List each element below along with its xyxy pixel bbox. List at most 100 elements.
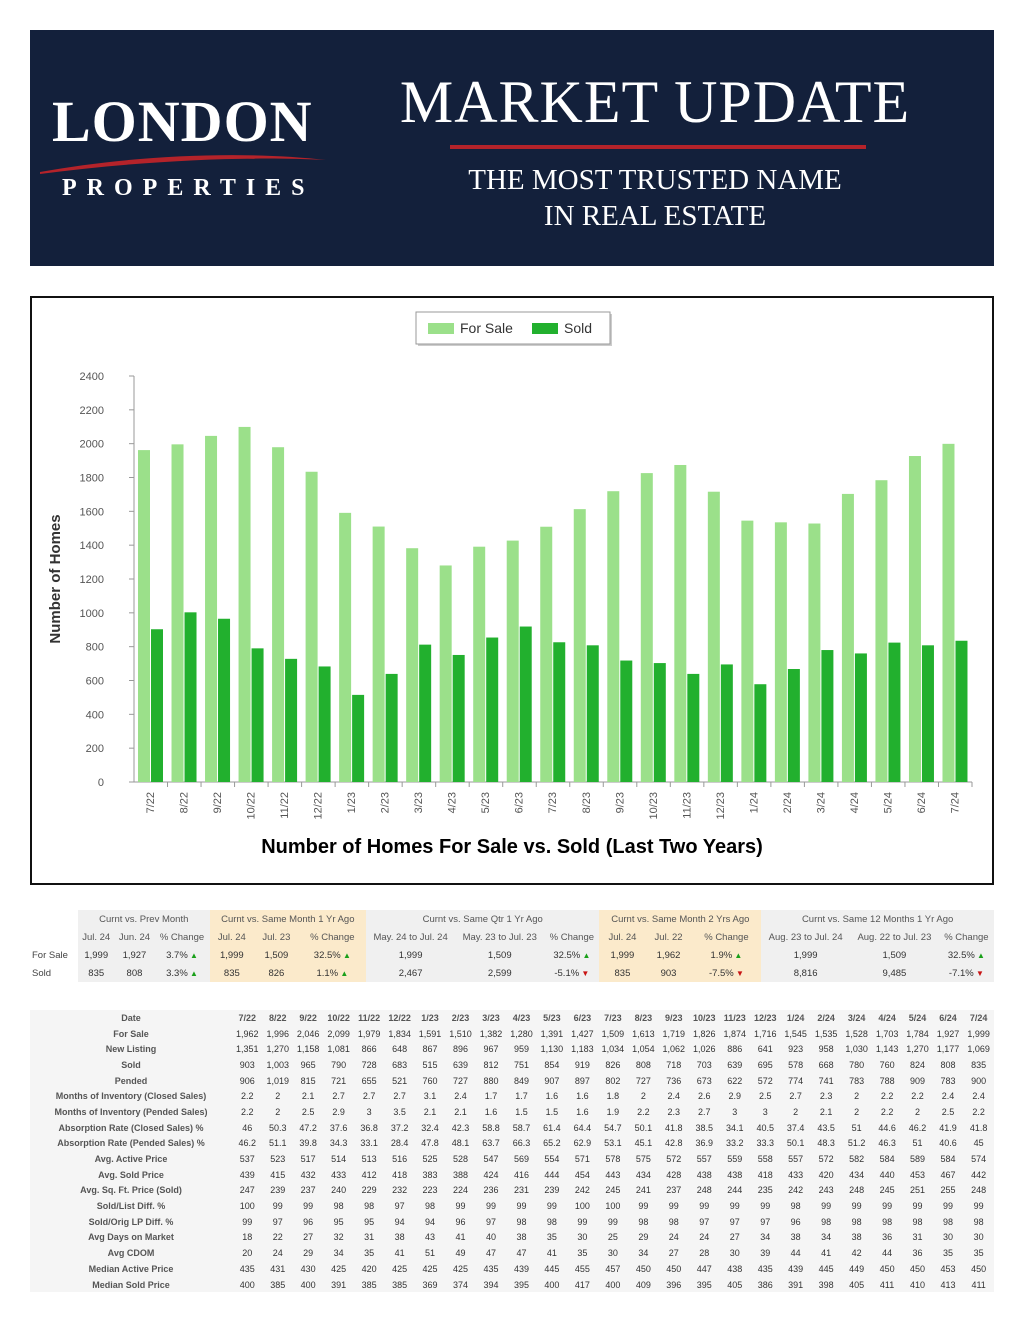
- bar-for-sale: [205, 435, 218, 782]
- table-cell: 44.6: [878, 1122, 896, 1133]
- table-cell: 36: [912, 1248, 923, 1259]
- table-cell: 42.3: [451, 1122, 470, 1133]
- table-cell: 909: [910, 1075, 926, 1086]
- table-cell: 903: [239, 1059, 255, 1070]
- table-cell: 50.1: [786, 1138, 805, 1149]
- table-cell: 38.5: [695, 1122, 714, 1133]
- bar-sold: [921, 645, 934, 782]
- table-cell: 1,962: [235, 1028, 259, 1039]
- table-cell: 35: [577, 1248, 588, 1259]
- table-cell: 45: [973, 1138, 984, 1149]
- date-header-cell: 1/23: [421, 1012, 439, 1023]
- table-cell: 2.2: [880, 1106, 894, 1117]
- table-cell: 537: [239, 1154, 255, 1165]
- bar-sold: [184, 612, 197, 782]
- table-cell: 445: [818, 1263, 834, 1274]
- table-cell: 58.7: [512, 1122, 531, 1133]
- table-cell: 46.2: [908, 1122, 927, 1133]
- table-cell: 383: [422, 1169, 438, 1180]
- table-cell: 53.1: [604, 1138, 622, 1149]
- table-cell: 1,979: [357, 1028, 381, 1039]
- table-cell: 897: [574, 1075, 590, 1086]
- table-cell: 808: [940, 1059, 956, 1070]
- table-cell: 1,054: [632, 1044, 655, 1055]
- table-cell: 39: [760, 1248, 771, 1259]
- table-cell: 1,019: [266, 1075, 289, 1086]
- table-cell: 3: [732, 1106, 738, 1117]
- bar-sold: [151, 629, 163, 782]
- table-cell: 1.5: [545, 1106, 559, 1117]
- bar-for-sale: [372, 526, 385, 782]
- table-cell: 99: [242, 1216, 253, 1227]
- x-tick-label: 5/24: [882, 792, 894, 813]
- bar-sold: [385, 673, 398, 782]
- group-header: Curnt vs. Prev Month: [78, 910, 210, 928]
- date-header-cell: 6/23: [573, 1012, 592, 1023]
- table-cell: 1,613: [632, 1028, 655, 1039]
- table-cell: 523: [270, 1154, 286, 1165]
- table-cell: 438: [727, 1263, 743, 1274]
- table-cell: 94: [394, 1216, 405, 1227]
- table-cell: 578: [605, 1154, 621, 1165]
- table-cell: 229: [361, 1185, 377, 1196]
- bar-for-sale: [808, 523, 821, 782]
- value-cell: 1,509: [850, 946, 939, 964]
- bar-chart: 0 200 400 600 800 1000 1200 1400 1600 1800 2000 220…: [47, 311, 973, 820]
- monthly-stats-table: Date 7/22 8/22 9/22 10/22 11/22 12/22 1/23 2/23 3…: [30, 1010, 994, 1293]
- column-header: % Change: [298, 928, 367, 946]
- arrow-down-icon: ▼: [733, 968, 744, 978]
- y-tick-label: 1000: [80, 608, 104, 620]
- percent-change-cell: -7.5% ▼: [691, 964, 762, 982]
- x-tick-label: 6/23: [514, 792, 526, 813]
- table-cell: 41.9: [939, 1122, 957, 1133]
- table-cell: 240: [331, 1185, 347, 1196]
- bar-for-sale: [506, 540, 519, 782]
- table-cell: 2.2: [240, 1091, 254, 1102]
- table-cell: 98: [546, 1216, 557, 1227]
- percent-change-value: -5.1%: [554, 967, 580, 979]
- table-cell: 98: [638, 1216, 649, 1227]
- table-cell: 434: [635, 1169, 651, 1180]
- table-cell: 1,874: [723, 1028, 746, 1039]
- bar-for-sale: [674, 464, 687, 782]
- table-cell: 554: [544, 1154, 560, 1165]
- x-tick-label: 10/23: [648, 792, 660, 820]
- table-cell: 2.6: [698, 1091, 711, 1102]
- arrow-down-icon: ▼: [579, 968, 590, 978]
- table-cell: 44: [790, 1248, 801, 1259]
- table-cell: 727: [453, 1075, 469, 1086]
- x-tick-label: 11/23: [681, 792, 693, 819]
- table-cell: 2.2: [972, 1106, 985, 1117]
- table-cell: 41.8: [665, 1122, 683, 1133]
- comparison-table: Curnt vs. Prev Month Curnt vs. Same Mont…: [30, 910, 994, 982]
- table-cell: 1,703: [875, 1028, 899, 1039]
- table-cell: 751: [513, 1059, 529, 1070]
- table-cell: 236: [483, 1185, 499, 1196]
- table-cell: 99: [546, 1201, 557, 1212]
- table-cell: 42: [851, 1248, 862, 1259]
- table-cell: 97: [485, 1216, 496, 1227]
- date-header-cell: 5/24: [908, 1012, 927, 1023]
- legend-label: For Sale: [460, 320, 513, 336]
- percent-change-cell: 1.1% ▲: [298, 964, 367, 982]
- table-cell: 58.8: [482, 1122, 500, 1133]
- table-row: Pended 906 1,019 815 721 655 521 760 727 880 849 90…: [30, 1073, 994, 1089]
- table-cell: 703: [696, 1059, 712, 1070]
- tagline-line-2: IN REAL ESTATE: [543, 200, 767, 232]
- table-cell: 36: [882, 1232, 893, 1243]
- table-cell: 572: [757, 1075, 773, 1086]
- table-cell: 453: [940, 1263, 956, 1274]
- table-cell: 98: [333, 1201, 344, 1212]
- table-cell: 1.5: [515, 1106, 528, 1117]
- table-cell: 40.6: [939, 1138, 957, 1149]
- table-cell: 683: [392, 1059, 408, 1070]
- table-cell: 1.6: [576, 1091, 589, 1102]
- table-cell: 243: [818, 1185, 834, 1196]
- date-header-cell: 11/22: [358, 1012, 381, 1023]
- value-cell: 1,999: [761, 946, 851, 964]
- x-tick-label: 12/23: [715, 792, 727, 820]
- table-cell: 51.2: [847, 1138, 866, 1149]
- table-cell: 444: [544, 1169, 560, 1180]
- table-cell: 425: [422, 1263, 438, 1274]
- value-cell: 1,927: [114, 946, 155, 964]
